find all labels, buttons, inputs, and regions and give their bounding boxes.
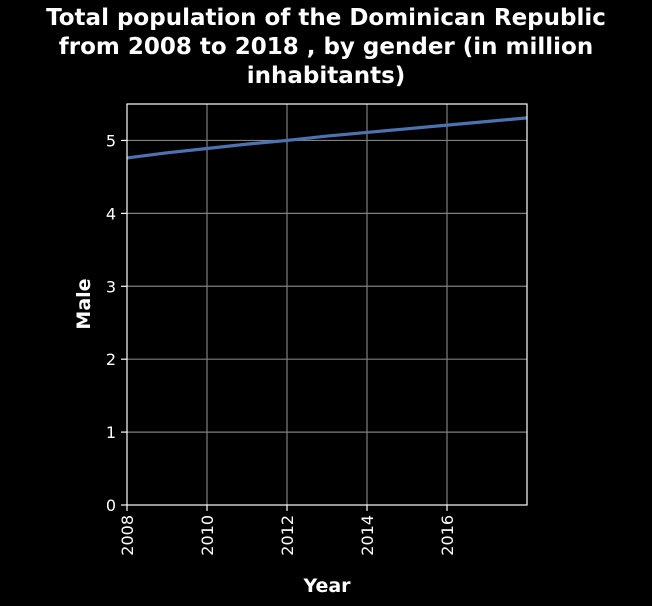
plot-border: [126, 103, 528, 506]
axes: 0 1 2 3 4 5 2008 2010 2012 2014 2016: [106, 103, 528, 556]
y-tick-label: 4: [106, 204, 116, 223]
y-tick-label: 1: [106, 423, 116, 442]
x-axis-label: Year: [302, 575, 351, 597]
chart-title: Total population of the Dominican Republ…: [0, 4, 652, 91]
y-tick-label: 5: [106, 131, 116, 150]
series-line-male: [126, 116, 528, 160]
chart-title-line-3: inhabitants): [246, 63, 406, 89]
x-tick-label: 2008: [118, 515, 137, 556]
x-tick-label: 2012: [278, 515, 297, 556]
y-tick-label: 3: [106, 277, 116, 296]
y-axis-label: Male: [73, 278, 95, 329]
x-tick-label: 2014: [358, 515, 377, 556]
x-tick-label: 2010: [198, 515, 217, 556]
chart-title-line-2: from 2008 to 2018 , by gender (in millio…: [58, 34, 594, 60]
series-layer: [126, 116, 528, 160]
y-tick-label: 0: [106, 496, 116, 515]
x-tick-label: 2016: [438, 515, 457, 556]
chart-title-line-1: Total population of the Dominican Republ…: [46, 5, 606, 31]
y-tick-label: 2: [106, 350, 116, 369]
grid: [127, 104, 527, 505]
